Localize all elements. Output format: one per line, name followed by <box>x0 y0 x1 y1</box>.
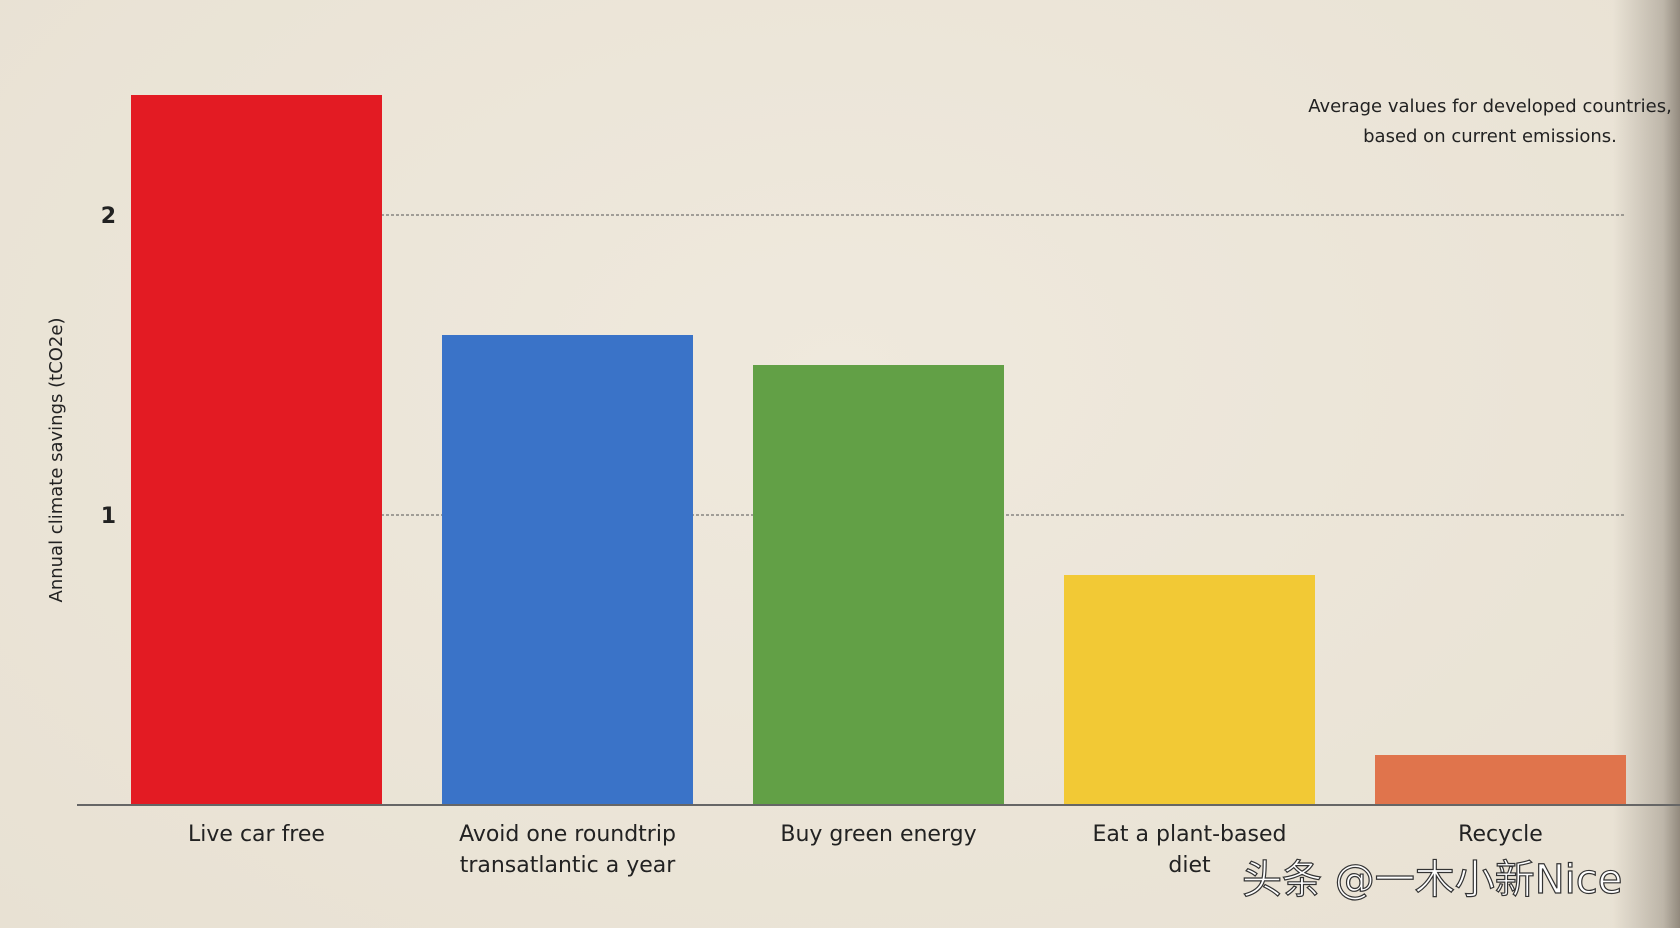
bar-4 <box>1375 755 1626 805</box>
bar-3 <box>1064 575 1315 805</box>
category-label-3-1: diet <box>1168 853 1211 878</box>
annotation-line-2: based on current emissions. <box>1363 126 1617 147</box>
y-axis-label: Annual climate savings (tCO2e) <box>46 318 67 603</box>
category-label-3-0: Eat a plant-based <box>1093 822 1287 847</box>
bar-2 <box>753 365 1004 805</box>
category-label-4-0: Recycle <box>1458 822 1543 847</box>
bar-0 <box>131 95 382 805</box>
watermark: 头条 @一木小新Nice <box>1242 857 1622 903</box>
y-tick-label-2: 2 <box>101 204 116 229</box>
category-label-1-1: transatlantic a year <box>460 853 677 878</box>
bar-1 <box>442 335 693 805</box>
annotation-line-1: Average values for developed countries, <box>1308 96 1672 117</box>
category-label-0-0: Live car free <box>188 822 325 847</box>
category-label-1-0: Avoid one roundtrip <box>459 822 676 847</box>
category-label-2-0: Buy green energy <box>780 822 976 847</box>
y-tick-label-1: 1 <box>101 504 116 529</box>
